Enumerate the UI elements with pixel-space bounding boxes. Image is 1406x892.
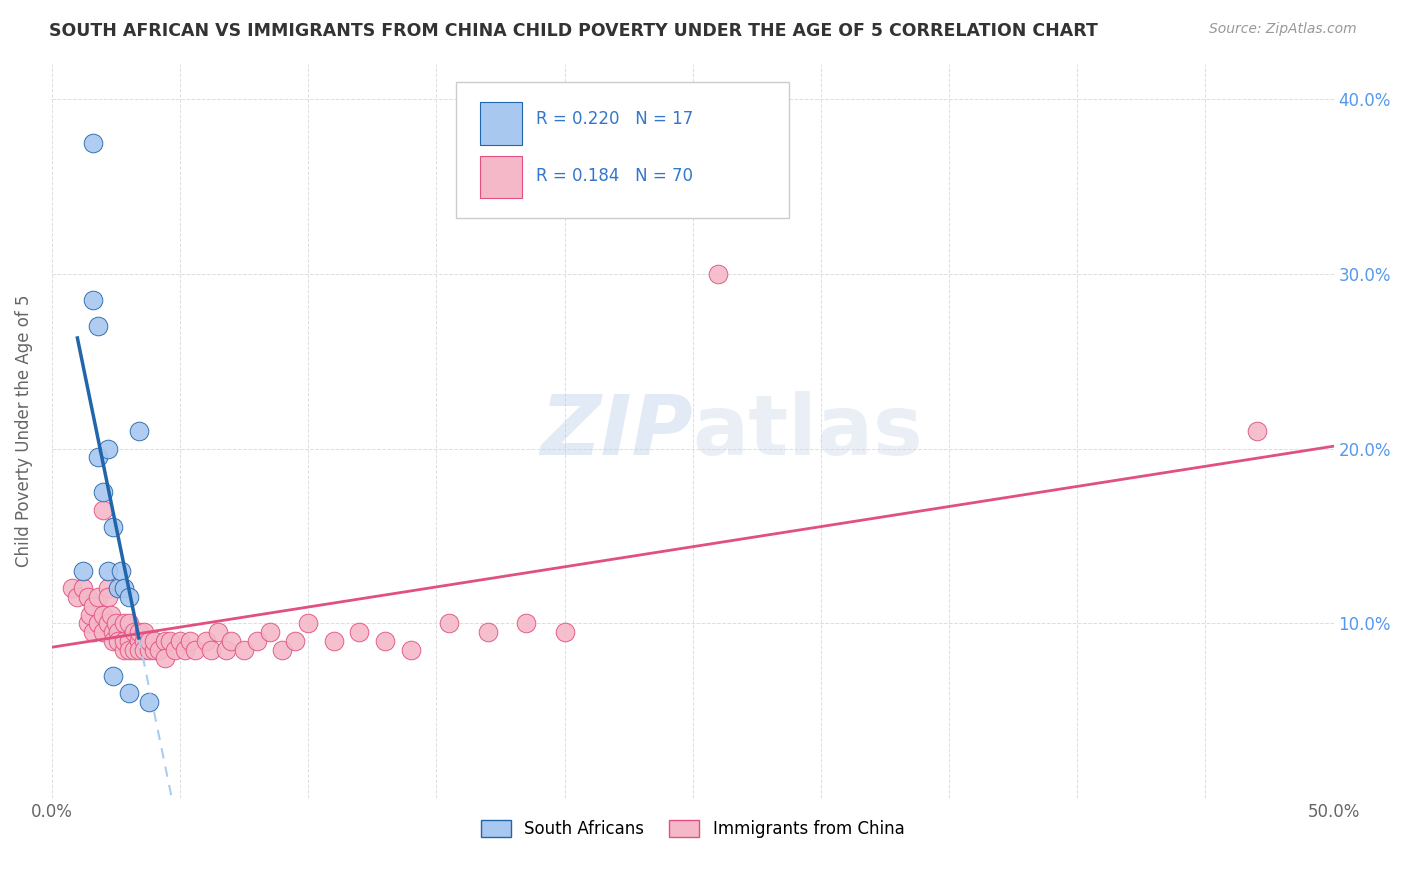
Point bbox=[132, 625, 155, 640]
Point bbox=[159, 633, 181, 648]
Point bbox=[215, 642, 238, 657]
Point bbox=[76, 590, 98, 604]
Point bbox=[122, 642, 145, 657]
Point bbox=[148, 642, 170, 657]
Point bbox=[138, 633, 160, 648]
Point bbox=[97, 582, 120, 596]
Point bbox=[297, 616, 319, 631]
Point bbox=[100, 607, 122, 622]
Point bbox=[91, 625, 114, 640]
Point bbox=[1246, 424, 1268, 438]
Point bbox=[82, 599, 104, 613]
Point bbox=[79, 607, 101, 622]
Point bbox=[143, 633, 166, 648]
Point bbox=[153, 651, 176, 665]
Point bbox=[87, 616, 110, 631]
Point bbox=[103, 520, 125, 534]
Point bbox=[437, 616, 460, 631]
Point bbox=[82, 625, 104, 640]
Point bbox=[107, 625, 129, 640]
Point bbox=[118, 633, 141, 648]
Point bbox=[128, 633, 150, 648]
Y-axis label: Child Poverty Under the Age of 5: Child Poverty Under the Age of 5 bbox=[15, 295, 32, 567]
Point bbox=[515, 616, 537, 631]
Text: R = 0.220   N = 17: R = 0.220 N = 17 bbox=[536, 110, 693, 128]
Point bbox=[128, 625, 150, 640]
Point bbox=[112, 582, 135, 596]
Point bbox=[103, 625, 125, 640]
Point bbox=[477, 625, 499, 640]
Point bbox=[103, 633, 125, 648]
Point bbox=[87, 450, 110, 465]
Point bbox=[271, 642, 294, 657]
Point bbox=[110, 564, 132, 578]
Text: R = 0.184   N = 70: R = 0.184 N = 70 bbox=[536, 168, 693, 186]
Bar bbox=[479, 103, 522, 145]
Point bbox=[122, 625, 145, 640]
Point bbox=[97, 442, 120, 456]
Point bbox=[112, 633, 135, 648]
Point bbox=[153, 633, 176, 648]
Point bbox=[104, 616, 127, 631]
Point bbox=[60, 582, 83, 596]
Point bbox=[132, 642, 155, 657]
Point bbox=[163, 642, 186, 657]
Point bbox=[118, 616, 141, 631]
Legend: South Africans, Immigrants from China: South Africans, Immigrants from China bbox=[474, 814, 911, 845]
Point bbox=[76, 616, 98, 631]
Point bbox=[169, 633, 191, 648]
Point bbox=[707, 267, 730, 281]
Point bbox=[82, 136, 104, 150]
Point bbox=[194, 633, 217, 648]
Point bbox=[207, 625, 229, 640]
Point bbox=[322, 633, 344, 648]
Point bbox=[112, 642, 135, 657]
Point bbox=[138, 695, 160, 709]
Point bbox=[91, 485, 114, 500]
Point bbox=[219, 633, 242, 648]
Point bbox=[138, 642, 160, 657]
Text: SOUTH AFRICAN VS IMMIGRANTS FROM CHINA CHILD POVERTY UNDER THE AGE OF 5 CORRELAT: SOUTH AFRICAN VS IMMIGRANTS FROM CHINA C… bbox=[49, 22, 1098, 40]
Point bbox=[87, 590, 110, 604]
Point bbox=[184, 642, 207, 657]
Point bbox=[132, 633, 155, 648]
Point bbox=[118, 686, 141, 700]
Point bbox=[374, 633, 396, 648]
Point bbox=[143, 642, 166, 657]
Point bbox=[128, 642, 150, 657]
Text: atlas: atlas bbox=[693, 391, 924, 472]
Point bbox=[87, 319, 110, 334]
Point bbox=[72, 564, 94, 578]
Point bbox=[97, 616, 120, 631]
Point bbox=[259, 625, 281, 640]
Point bbox=[82, 293, 104, 307]
Point bbox=[97, 564, 120, 578]
Point bbox=[72, 582, 94, 596]
Point bbox=[118, 590, 141, 604]
Point bbox=[233, 642, 256, 657]
Point bbox=[107, 582, 129, 596]
Point bbox=[399, 642, 422, 657]
Text: Source: ZipAtlas.com: Source: ZipAtlas.com bbox=[1209, 22, 1357, 37]
Point bbox=[118, 642, 141, 657]
Point bbox=[97, 590, 120, 604]
Point bbox=[91, 502, 114, 516]
Point bbox=[174, 642, 197, 657]
Bar bbox=[479, 156, 522, 198]
Point bbox=[66, 590, 89, 604]
Point bbox=[349, 625, 371, 640]
Point bbox=[284, 633, 307, 648]
Text: ZIP: ZIP bbox=[540, 391, 693, 472]
Point bbox=[103, 669, 125, 683]
Point bbox=[246, 633, 269, 648]
Point bbox=[200, 642, 222, 657]
Point bbox=[128, 424, 150, 438]
Point bbox=[553, 625, 575, 640]
FancyBboxPatch shape bbox=[456, 82, 789, 219]
Point bbox=[107, 633, 129, 648]
Point bbox=[112, 616, 135, 631]
Point bbox=[91, 607, 114, 622]
Point bbox=[179, 633, 201, 648]
